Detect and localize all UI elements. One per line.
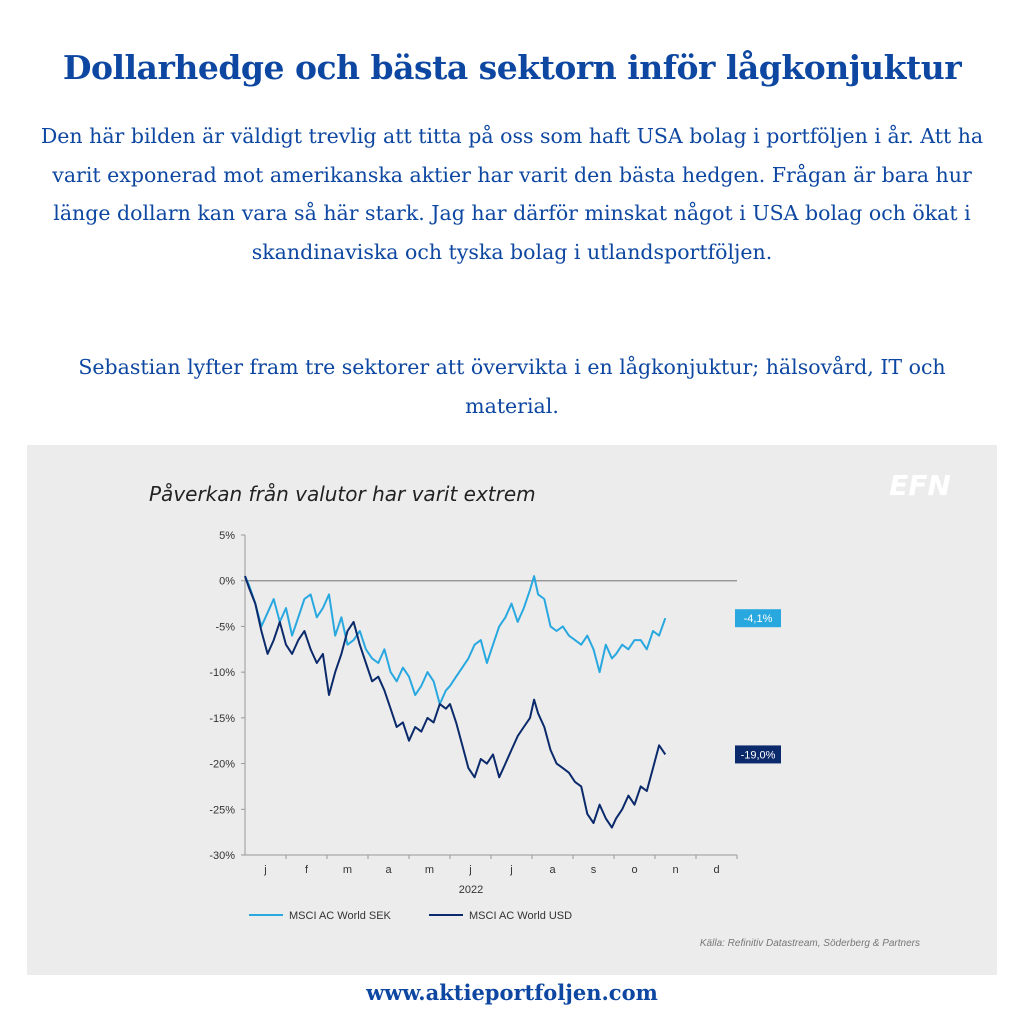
- y-tick-label: -30%: [209, 850, 235, 862]
- x-tick-label: a: [549, 864, 556, 876]
- series-line-sek: [244, 575, 667, 706]
- website-url[interactable]: www.aktieportfoljen.com: [366, 980, 658, 1005]
- y-tick-label: -10%: [209, 667, 235, 679]
- x-tick-label: j: [509, 864, 512, 876]
- sector-paragraph: Sebastian lyfter fram tre sektorer att ö…: [78, 355, 946, 418]
- legend-label: MSCI AC World SEK: [289, 910, 392, 922]
- x-tick-label: j: [468, 864, 471, 876]
- chart-title: Påverkan från valutor har varit extrem: [149, 482, 536, 506]
- end-value-badge: [735, 745, 781, 764]
- y-tick-label: -20%: [209, 759, 235, 771]
- end-value-tag: -4,1%: [735, 609, 781, 628]
- legend-label: MSCI AC World USD: [469, 910, 572, 922]
- page-title: Dollarhedge och bästa sektorn inför lågk…: [62, 48, 962, 87]
- y-tick-label: -15%: [209, 713, 235, 725]
- end-value-badge: [735, 609, 781, 628]
- source-note: Källa: Refinitiv Datastream, Söderberg &…: [700, 938, 920, 949]
- y-tick-label: 5%: [219, 530, 235, 542]
- x-tick-label: f: [305, 864, 309, 876]
- x-axis-label: 2022: [459, 884, 483, 896]
- x-tick-label: a: [385, 864, 392, 876]
- x-tick-label: s: [591, 864, 597, 876]
- x-tick-label: n: [672, 864, 678, 876]
- x-tick-label: m: [343, 864, 352, 876]
- y-tick-label: 0%: [219, 576, 235, 588]
- end-value-label: -19,0%: [741, 749, 776, 761]
- end-value-label: -4,1%: [744, 613, 773, 625]
- x-tick-label: d: [713, 864, 719, 876]
- chart-panel: EFN Påverkan från valutor har varit extr…: [27, 445, 997, 975]
- x-tick-label: o: [631, 864, 637, 876]
- y-tick-label: -25%: [209, 804, 235, 816]
- line-chart: EFN Påverkan från valutor har varit extr…: [149, 469, 951, 949]
- series-line-usd: [244, 575, 667, 829]
- y-tick-label: -5%: [215, 621, 235, 633]
- x-tick-label: j: [263, 864, 266, 876]
- efn-logo: EFN: [889, 469, 951, 502]
- x-tick-label: m: [425, 864, 434, 876]
- intro-paragraph: Den här bilden är väldigt trevlig att ti…: [40, 124, 984, 264]
- end-value-tag: -19,0%: [735, 745, 781, 764]
